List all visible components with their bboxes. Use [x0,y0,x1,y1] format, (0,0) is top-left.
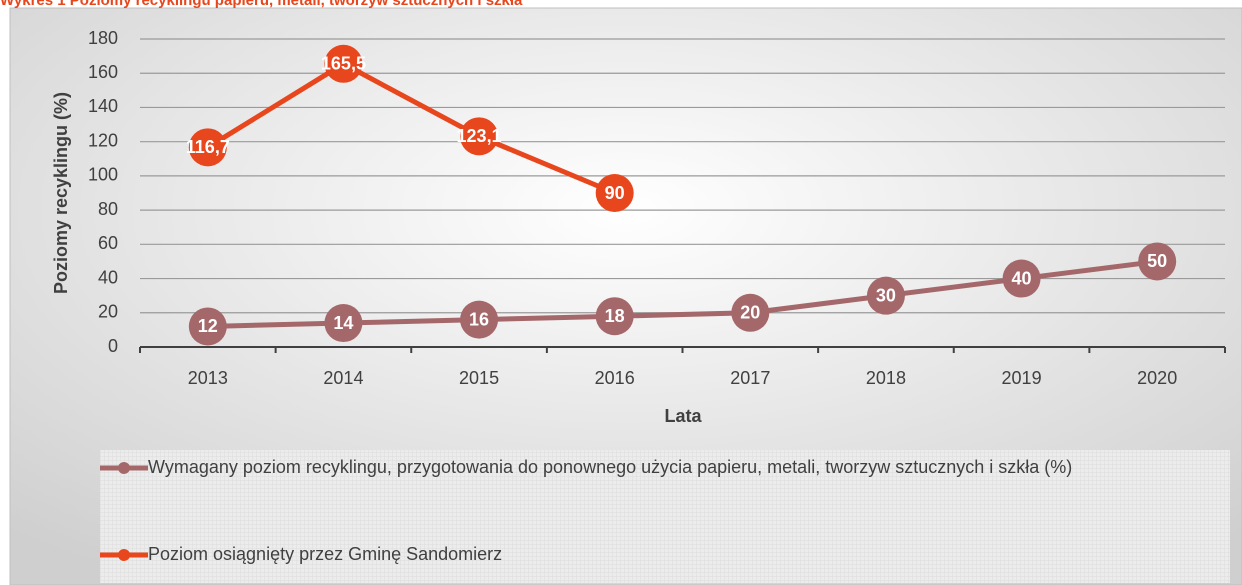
data-label: 50 [1147,251,1167,271]
x-tick-label: 2019 [1002,368,1042,388]
data-point [188,307,227,346]
x-axis-label: Lata [664,406,702,426]
x-tick-label: 2018 [866,368,906,388]
series-line [206,60,616,196]
x-tick-label: 2020 [1137,368,1177,388]
y-tick-label: 140 [88,96,118,116]
data-point [324,304,363,343]
legend-background [100,450,1230,583]
y-tick-label: 40 [98,267,118,287]
data-label: 123,1 [457,126,502,146]
data-point [731,293,770,332]
x-tick-label: 2017 [730,368,770,388]
data-point [1002,259,1041,298]
data-point [595,174,634,212]
chart-title: Wykres 1 Poziomy recyklingu papieru, met… [0,0,523,9]
y-tick-label: 0 [108,336,118,356]
data-label: 40 [1012,268,1032,288]
y-tick-label: 160 [88,62,118,82]
legend-marker [118,549,130,561]
y-tick-label: 20 [98,302,118,322]
x-tick-label: 2016 [595,368,635,388]
data-label: 165,5 [321,54,366,74]
y-axis-label: Poziomy recyklingu (%) [51,92,71,294]
x-tick-label: 2015 [459,368,499,388]
data-point [1138,242,1177,281]
legend-label: Poziom osiągnięty przez Gminę Sandomierz [148,544,503,564]
data-point [460,117,499,156]
y-tick-label: 100 [88,165,118,185]
legend-marker [118,462,130,474]
data-label: 16 [469,309,489,329]
legend-label: Wymagany poziom recyklingu, przygotowani… [148,457,1073,477]
x-tick-label: 2013 [188,368,228,388]
y-tick-label: 120 [88,130,118,150]
data-label: 30 [876,285,896,305]
y-tick-label: 80 [98,199,118,219]
data-point [595,297,634,336]
data-label: 12 [198,316,218,336]
data-point [188,128,227,167]
x-tick-label: 2014 [323,368,363,388]
data-label: 90 [605,183,625,203]
data-point [324,44,363,83]
data-point [460,300,499,339]
data-label: 116,7 [186,137,230,157]
y-tick-label: 180 [88,28,118,48]
data-label: 20 [740,303,760,323]
data-label: 14 [333,313,353,333]
series-line [207,258,1158,329]
y-tick-label: 60 [98,233,118,253]
data-label: 18 [605,306,625,326]
data-point [866,276,905,315]
